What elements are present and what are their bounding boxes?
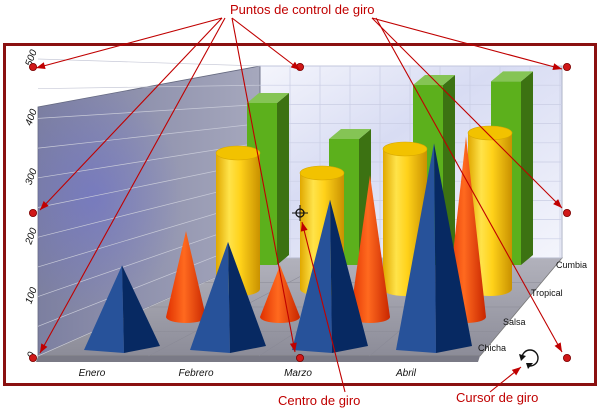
callout-arrow-line — [231, 17, 296, 353]
pyramid-left-face — [396, 143, 436, 353]
z-series-label: Chicha — [478, 343, 506, 353]
side-gridline — [37, 58, 261, 67]
z-series-label: Tropical — [531, 288, 563, 298]
pyramid-right-face — [228, 241, 266, 353]
z-series-label: Salsa — [503, 317, 526, 327]
box-side — [521, 71, 533, 266]
rotation-control-point-handle[interactable] — [563, 353, 572, 362]
y-tick-label: 100 — [24, 286, 40, 306]
cone-body — [166, 231, 206, 323]
callout-arrowhead — [552, 63, 562, 71]
y-tick-label: 400 — [24, 107, 40, 127]
pyramid-right-face — [330, 199, 368, 353]
x-category-label: Enero — [79, 368, 106, 379]
rotate-cursor-icon — [519, 349, 539, 369]
box-mark — [247, 93, 289, 265]
box-top — [247, 93, 289, 103]
callout-arrowhead — [36, 62, 46, 70]
side-gridline — [37, 104, 261, 119]
pyramid-left-face — [190, 241, 230, 353]
x-category-label: Febrero — [178, 368, 213, 379]
cone-mark — [260, 265, 300, 323]
rotation-control-point-handle[interactable] — [28, 353, 37, 362]
cone-mark — [166, 231, 206, 323]
box-top — [329, 129, 371, 139]
x-category-label: Marzo — [284, 368, 312, 379]
rotate-cursor-head — [519, 354, 526, 361]
callout-arrowhead — [511, 367, 521, 376]
control-points-callout: Puntos de control de giro — [230, 2, 375, 17]
crosshair-icon — [292, 205, 308, 221]
callout-arrow-line — [375, 17, 563, 353]
callout-arrow-line — [39, 17, 226, 354]
callout-arrowhead — [289, 342, 297, 352]
cylinder-top — [215, 145, 261, 161]
rotation-control-point-handle[interactable] — [563, 208, 572, 217]
callout-arrow-line — [301, 221, 346, 393]
y-tick-label: 200 — [23, 226, 40, 247]
callout-arrow-line — [371, 17, 563, 70]
floor-edge — [36, 356, 480, 362]
pyramid-mark — [292, 199, 368, 353]
side-gridline — [37, 123, 261, 149]
rotation-control-point-handle[interactable] — [295, 353, 304, 362]
x-category-label: Abril — [395, 368, 417, 379]
y-tick-label: 300 — [24, 167, 40, 187]
rotate-cursor-arc — [521, 349, 539, 367]
rotation-control-point-handle[interactable] — [563, 63, 572, 72]
pyramid-right-face — [434, 143, 472, 353]
callout-arrow-line — [371, 17, 563, 209]
cylinder-top — [382, 141, 428, 157]
rotation-center-callout: Centro de giro — [278, 393, 361, 408]
callout-arrow-line — [231, 17, 301, 71]
rotation-cursor-callout: Cursor de giro — [456, 390, 539, 405]
callout-arrowhead — [553, 199, 562, 208]
pyramid-mark — [190, 241, 266, 353]
selection-frame — [3, 43, 597, 386]
cylinder-top — [299, 165, 345, 181]
callout-arrowhead — [40, 343, 48, 353]
side-gridline — [37, 84, 261, 90]
rotation-control-point-handle[interactable] — [28, 208, 37, 217]
pyramid-left-face — [292, 199, 332, 353]
cone-body — [350, 175, 390, 323]
callout-arrowhead — [290, 61, 300, 70]
rotate-cursor-tail — [526, 363, 533, 369]
box-top — [491, 71, 533, 82]
rotation-control-point-handle[interactable] — [28, 63, 37, 72]
pyramid-left-face — [84, 265, 124, 353]
callout-arrow-line — [35, 17, 223, 69]
callout-arrowhead — [40, 201, 49, 210]
callout-arrowhead — [554, 342, 562, 352]
side-wall-glow — [38, 66, 260, 356]
cone-mark — [350, 175, 390, 323]
pyramid-right-face — [122, 265, 160, 353]
box-side — [277, 93, 289, 265]
pyramid-mark — [396, 143, 472, 353]
pyramid-mark — [84, 265, 160, 353]
cone-body — [260, 265, 300, 323]
z-series-label: Cumbia — [556, 260, 587, 270]
cylinder-top — [467, 125, 513, 141]
callout-arrow-line — [39, 17, 223, 211]
callout-arrowhead — [300, 222, 308, 232]
